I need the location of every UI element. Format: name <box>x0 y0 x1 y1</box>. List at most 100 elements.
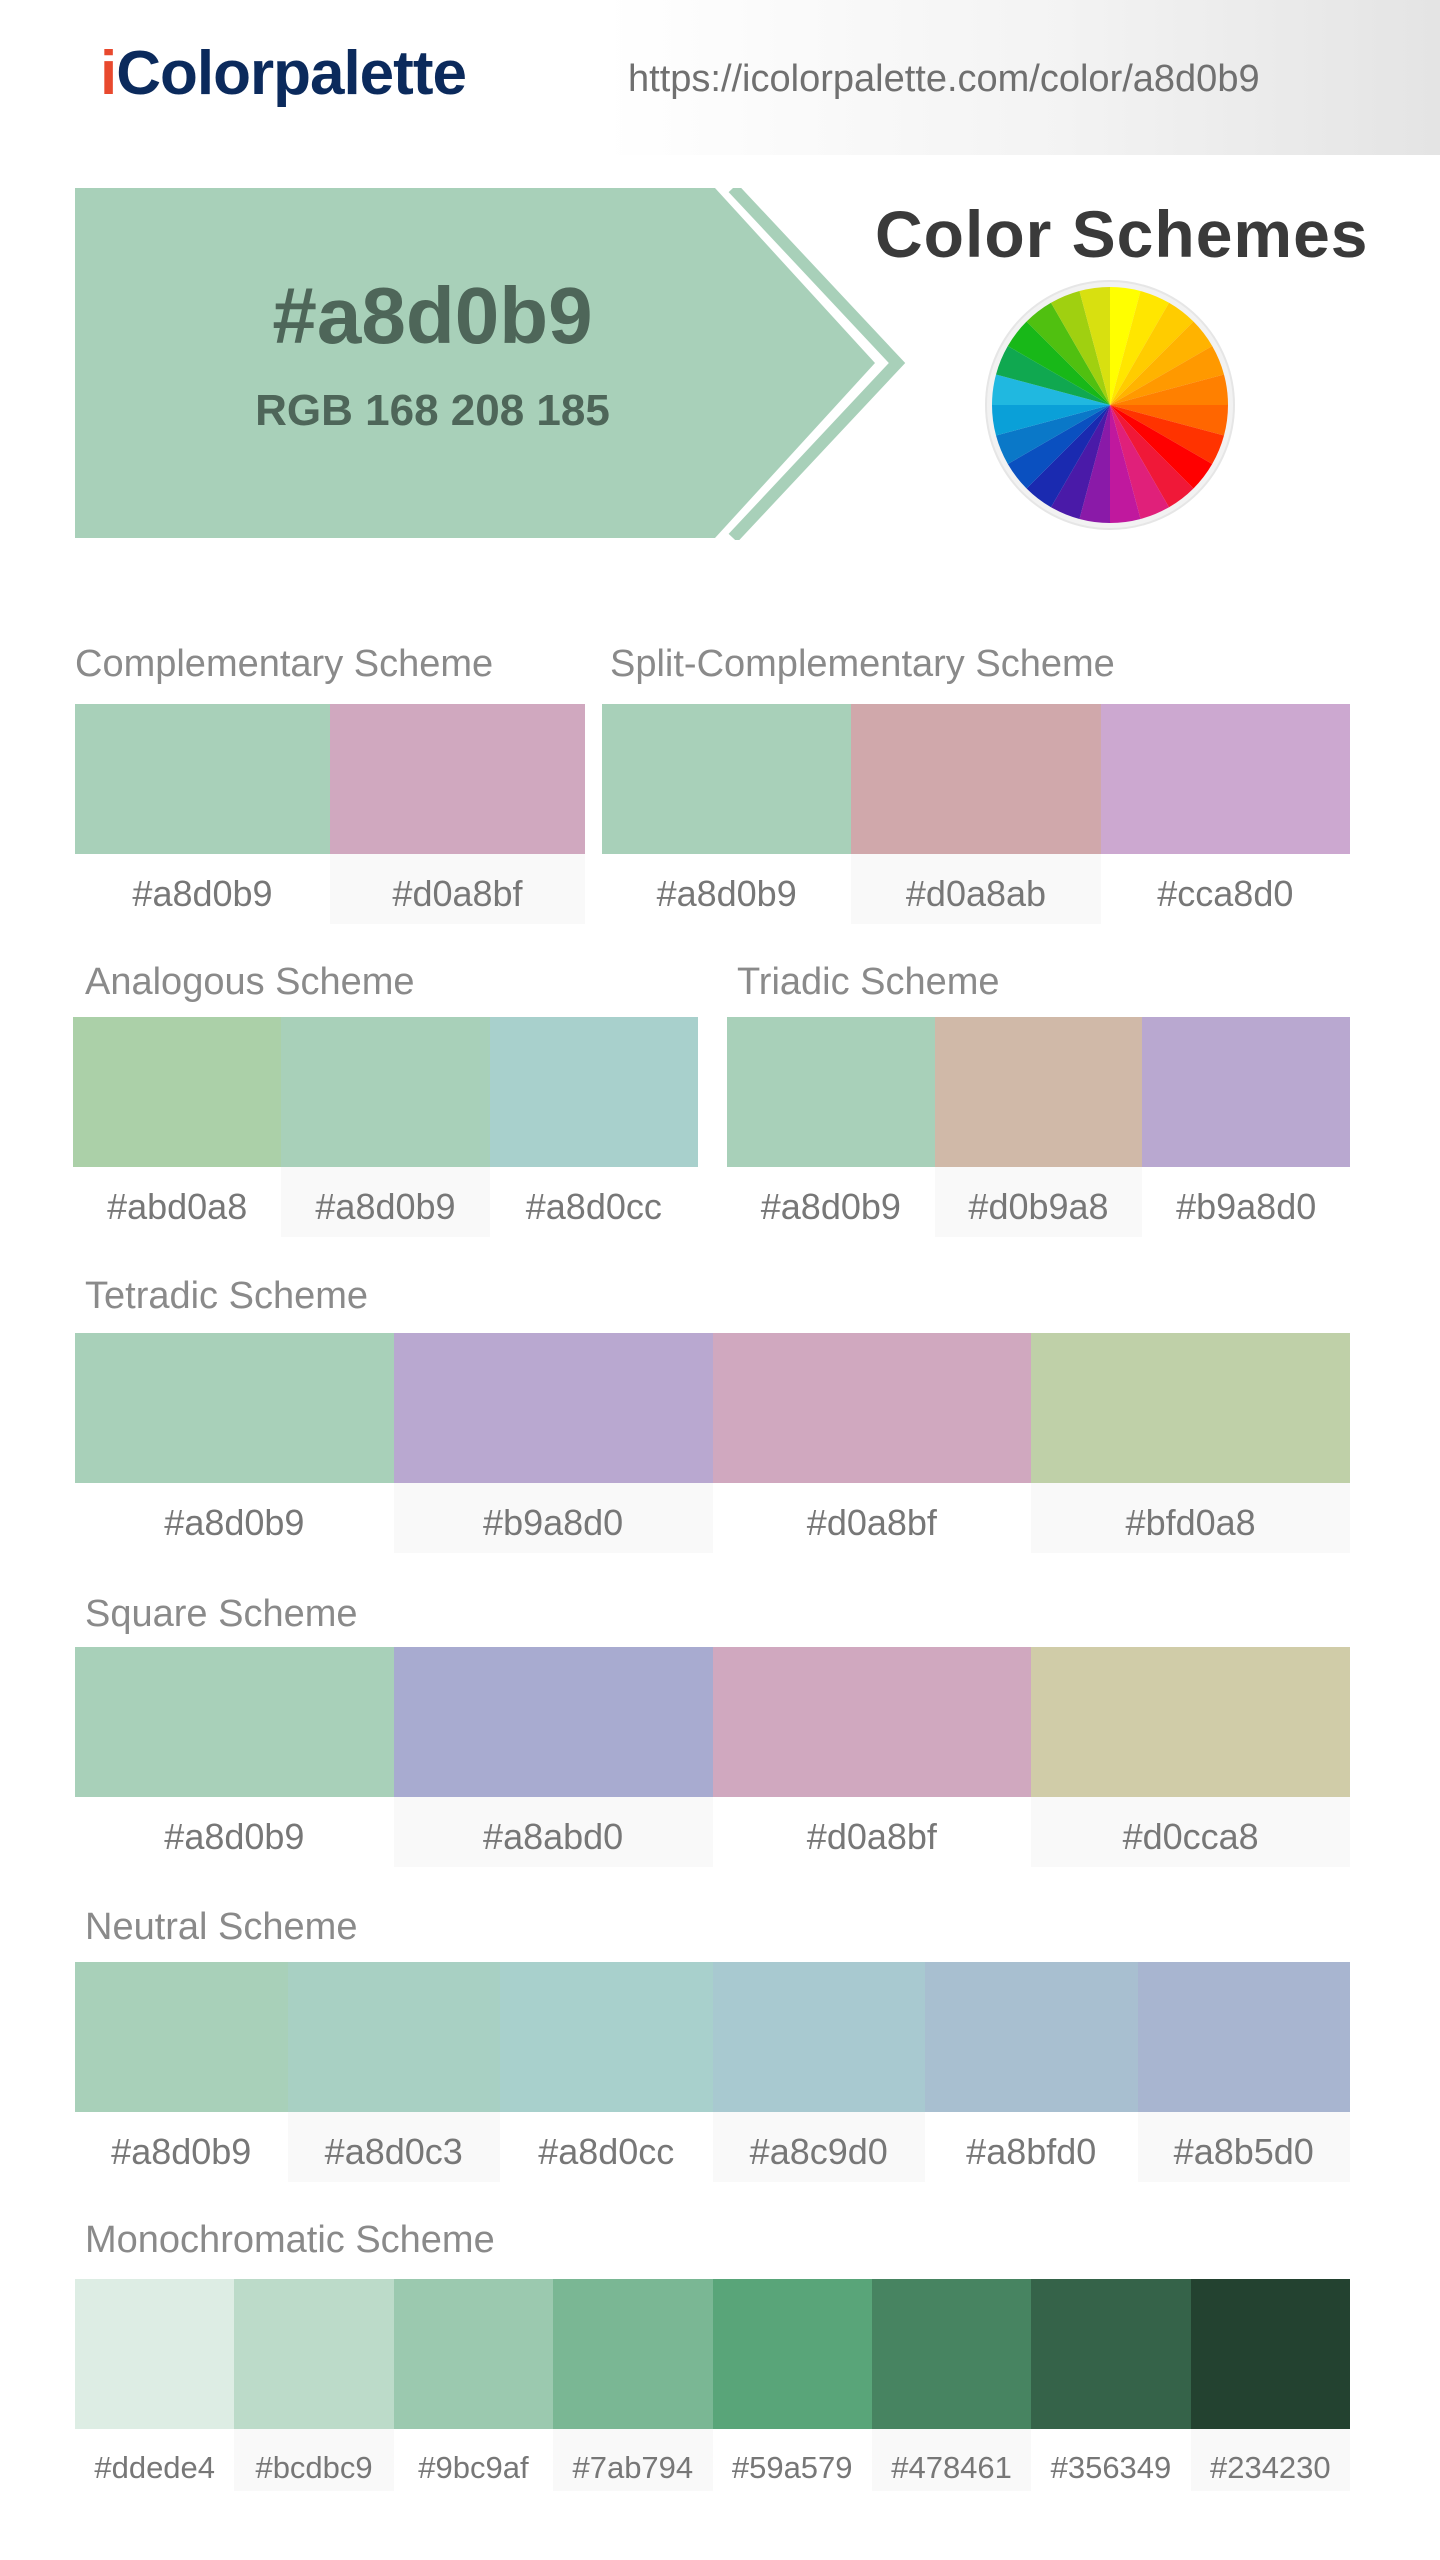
color-swatch[interactable] <box>871 2279 1032 2429</box>
color-swatch[interactable] <box>1190 2279 1350 2429</box>
color-swatch[interactable] <box>925 1962 1138 2112</box>
site-logo[interactable]: iColorpalette <box>100 38 467 109</box>
color-swatch[interactable] <box>712 2279 872 2429</box>
complementary-color-item[interactable]: #d0a8bf <box>330 704 585 924</box>
color-wheel-segment <box>1026 405 1110 508</box>
color-hex-label: #a8b5d0 <box>1137 2112 1350 2182</box>
color-swatch[interactable] <box>712 1962 925 2112</box>
color-wheel-segment <box>1026 302 1110 405</box>
monochromatic-title: Monochromatic Scheme <box>85 2219 495 2261</box>
color-swatch[interactable] <box>934 1017 1143 1167</box>
tetradic-color-item[interactable]: #b9a8d0 <box>393 1333 713 1553</box>
color-hex-label: #ddede4 <box>94 2450 216 2485</box>
monochromatic-color-item[interactable]: #ddede4 <box>75 2279 235 2491</box>
monochromatic-color-item[interactable]: #7ab794 <box>553 2279 713 2491</box>
color-swatch[interactable] <box>393 1647 713 1797</box>
color-swatch[interactable] <box>75 1962 288 2112</box>
monochromatic-color-item[interactable]: #234230 <box>1190 2279 1350 2491</box>
color-swatch[interactable] <box>75 1333 394 1483</box>
color-hex-label: #59a579 <box>731 2450 853 2485</box>
color-hex-label: #b9a8d0 <box>393 1483 713 1553</box>
hero-hex-code: #a8d0b9 <box>272 271 593 360</box>
color-swatch[interactable] <box>712 1333 1032 1483</box>
neutral-color-item[interactable]: #a8d0cc <box>500 1962 713 2182</box>
color-hex-label: #a8bfd0 <box>966 2131 1097 2172</box>
tetradic-color-item[interactable]: #a8d0b9 <box>75 1333 394 1553</box>
color-swatch[interactable] <box>500 1962 713 2112</box>
color-swatch[interactable] <box>712 1647 1032 1797</box>
color-swatch[interactable] <box>330 704 585 854</box>
color-wheel-segment <box>1051 291 1110 405</box>
color-swatch[interactable] <box>602 704 852 854</box>
color-hex-label: #d0cca8 <box>1031 1797 1350 1867</box>
color-wheel-segment <box>1110 405 1141 523</box>
color-wheel-segment <box>1110 374 1228 405</box>
monochromatic-color-item[interactable]: #478461 <box>871 2279 1032 2491</box>
hero-arrow-shape <box>75 188 906 540</box>
hero-arrow-fill <box>75 188 875 538</box>
split-color-item[interactable]: #cca8d0 <box>1100 704 1350 924</box>
color-swatch[interactable] <box>75 1647 394 1797</box>
color-swatch[interactable] <box>1142 1017 1351 1167</box>
triadic-color-item[interactable]: #d0b9a8 <box>934 1017 1143 1237</box>
tetradic-color-item[interactable]: #d0a8bf <box>712 1333 1032 1553</box>
color-swatch[interactable] <box>1100 704 1350 854</box>
color-swatch[interactable] <box>393 2279 554 2429</box>
triadic-scheme: #a8d0b9 #d0b9a8 #b9a8d0 <box>727 1017 1351 1237</box>
monochromatic-color-item[interactable]: #356349 <box>1031 2279 1191 2491</box>
color-hex-label: #7ab794 <box>553 2429 713 2491</box>
square-scheme: #a8d0b9 #a8abd0 #d0a8bf #d0cca8 <box>75 1647 1350 1867</box>
split-color-item[interactable]: #a8d0b9 <box>602 704 852 924</box>
color-swatch[interactable] <box>727 1017 935 1167</box>
color-swatch[interactable] <box>234 2279 394 2429</box>
page-url[interactable]: https://icolorpalette.com/color/a8d0b9 <box>628 58 1260 100</box>
neutral-color-item[interactable]: #a8d0c3 <box>287 1962 500 2182</box>
color-hex-label: #356349 <box>1050 2450 1172 2485</box>
color-hex-label: #abd0a8 <box>107 1186 248 1227</box>
color-wheel-segment <box>1110 287 1141 405</box>
color-hex-label: #d0a8bf <box>806 1502 937 1543</box>
color-hex-label: #b9a8d0 <box>1176 1186 1317 1227</box>
square-color-item[interactable]: #a8abd0 <box>393 1647 713 1867</box>
neutral-color-item[interactable]: #a8b5d0 <box>1137 1962 1350 2182</box>
monochromatic-color-item[interactable]: #bcdbc9 <box>234 2279 394 2491</box>
color-swatch[interactable] <box>287 1962 500 2112</box>
triadic-color-item[interactable]: #b9a8d0 <box>1142 1017 1351 1237</box>
color-swatch[interactable] <box>851 704 1101 854</box>
split-color-item[interactable]: #d0a8ab <box>851 704 1101 924</box>
complementary-color-item[interactable]: #a8d0b9 <box>75 704 330 924</box>
tetradic-title: Tetradic Scheme <box>85 1275 369 1317</box>
neutral-color-item[interactable]: #a8bfd0 <box>925 1962 1138 2182</box>
neutral-color-item[interactable]: #a8d0b9 <box>75 1962 288 2182</box>
square-color-item[interactable]: #a8d0b9 <box>75 1647 394 1867</box>
color-swatch[interactable] <box>553 2279 713 2429</box>
color-wheel-segment <box>1007 321 1110 405</box>
square-color-item[interactable]: #d0cca8 <box>1031 1647 1350 1867</box>
square-color-item[interactable]: #d0a8bf <box>712 1647 1032 1867</box>
color-hex-label: #a8d0b9 <box>164 1816 305 1857</box>
color-swatch[interactable] <box>1031 2279 1191 2429</box>
analogous-color-item[interactable]: #a8d0cc <box>489 1017 698 1237</box>
color-hex-label: #a8d0c3 <box>287 2112 500 2182</box>
color-swatch[interactable] <box>1031 1647 1350 1797</box>
neutral-color-item[interactable]: #a8c9d0 <box>712 1962 925 2182</box>
tetradic-color-item[interactable]: #bfd0a8 <box>1031 1333 1350 1553</box>
triadic-color-item[interactable]: #a8d0b9 <box>727 1017 935 1237</box>
color-swatch[interactable] <box>75 2279 235 2429</box>
color-swatch[interactable] <box>75 704 330 854</box>
analogous-color-item[interactable]: #a8d0b9 <box>281 1017 490 1237</box>
color-hex-label: #a8d0b9 <box>164 1502 305 1543</box>
color-hex-label: #a8c9d0 <box>712 2112 925 2182</box>
color-swatch[interactable] <box>393 1333 713 1483</box>
color-hex-label: #a8d0b9 <box>656 873 797 914</box>
color-swatch[interactable] <box>489 1017 698 1167</box>
monochromatic-color-item[interactable]: #9bc9af <box>393 2279 554 2491</box>
analogous-scheme: #abd0a8 #a8d0b9 #a8d0cc <box>73 1017 698 1237</box>
color-hex-label: #a8d0cc <box>525 1186 662 1227</box>
analogous-color-item[interactable]: #abd0a8 <box>73 1017 282 1237</box>
color-swatch[interactable] <box>1137 1962 1350 2112</box>
color-swatch[interactable] <box>281 1017 490 1167</box>
monochromatic-color-item[interactable]: #59a579 <box>712 2279 872 2491</box>
color-swatch[interactable] <box>1031 1333 1350 1483</box>
color-swatch[interactable] <box>73 1017 282 1167</box>
